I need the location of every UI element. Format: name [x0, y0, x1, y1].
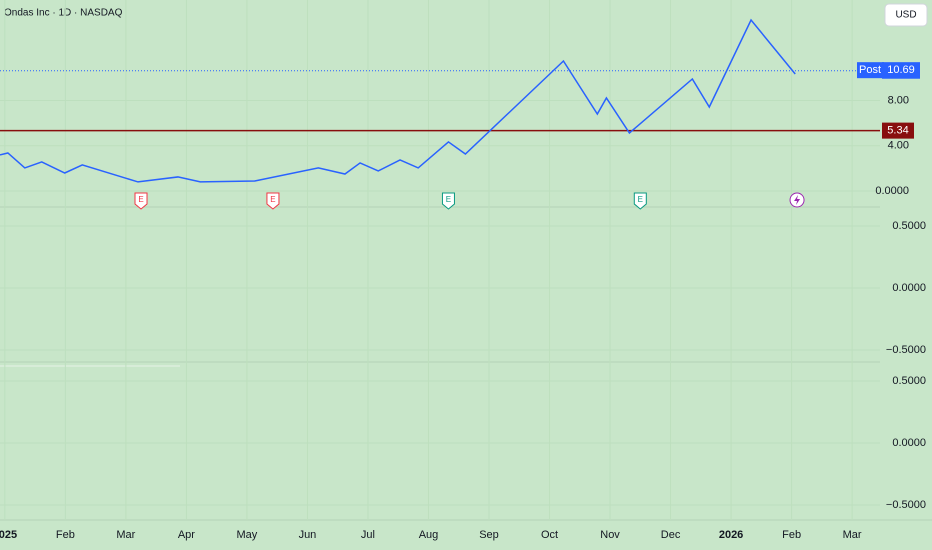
y-tick-label: 4.00: [888, 140, 909, 152]
x-tick-label: Jul: [361, 529, 375, 541]
y-tick-label: 0.0000: [875, 185, 909, 197]
currency-label[interactable]: USD: [895, 10, 916, 21]
earnings-badge: [441, 192, 455, 210]
x-tick-label: Dec: [661, 529, 681, 541]
post-price-tag: [882, 62, 920, 79]
y-tick-label: 0.5000: [892, 220, 926, 232]
x-tick-label: Mar: [116, 529, 135, 541]
earnings-badge: [633, 192, 647, 210]
earnings-label: E: [446, 195, 451, 204]
post-tag: [857, 62, 884, 79]
price-tag-label: 5.34: [887, 125, 908, 137]
x-tick-label: 2025: [0, 529, 17, 541]
y-tick-label: −0.5000: [886, 344, 926, 356]
post-price-label: 10.69: [887, 64, 915, 76]
earnings-label: E: [638, 195, 643, 204]
earnings-badge: [134, 192, 148, 210]
x-tick-label: Aug: [419, 529, 439, 541]
y-tick-label: 8.00: [888, 94, 909, 106]
earnings-label: E: [138, 195, 143, 204]
earnings-label: E: [270, 195, 275, 204]
price-line-path: [0, 18, 796, 183]
x-tick-label: Mar: [843, 529, 862, 541]
y-tick-label: 0.0000: [892, 282, 926, 294]
x-tick-label: Feb: [782, 529, 801, 541]
x-tick-label: Nov: [600, 529, 620, 541]
currency-button[interactable]: [884, 3, 928, 27]
y-tick-label: 0.0000: [892, 437, 926, 449]
x-tick-label: Feb: [56, 529, 75, 541]
earnings-badge: [266, 192, 280, 210]
split-icon: [794, 195, 801, 205]
x-tick-label: Sep: [479, 529, 499, 541]
post-label: Post: [859, 64, 881, 76]
x-tick-label: 2026: [719, 529, 743, 541]
x-tick-label: Apr: [178, 529, 195, 541]
price-tag: [882, 122, 914, 139]
x-tick-label: Oct: [541, 529, 558, 541]
x-tick-label: Jun: [299, 529, 317, 541]
y-tick-label: 0.5000: [892, 375, 926, 387]
chart-title: Ondas Inc · 1D · NASDAQ: [4, 8, 123, 19]
x-tick-label: May: [237, 529, 258, 541]
y-tick-label: −0.5000: [886, 499, 926, 511]
